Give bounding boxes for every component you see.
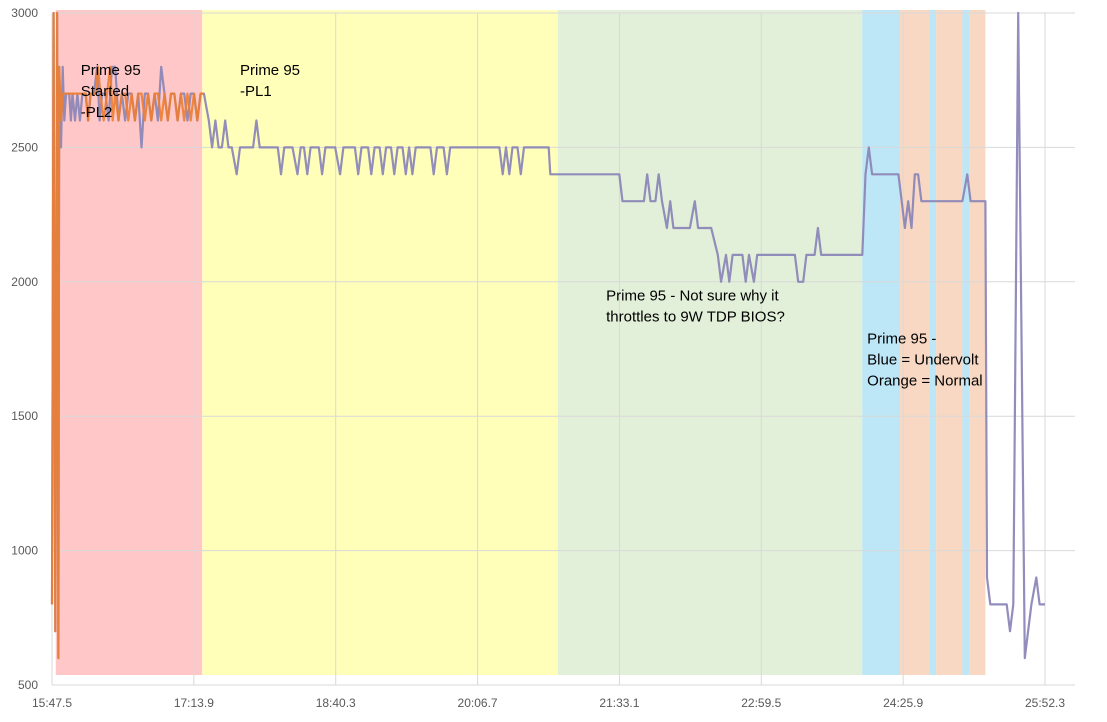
annotation-line: Prime 95 - (867, 331, 936, 348)
shaded-region-9 (969, 10, 986, 675)
series-lines (50, 11, 1045, 660)
shaded-region-8 (962, 10, 970, 675)
annotation-4: Prime 95 - Blue = Undervolt Orange = Norma… (867, 331, 982, 390)
annotation-line: Prime 95 (240, 62, 300, 79)
x-tick-label: 25:52.3 (1025, 696, 1065, 710)
y-tick-label: 2000 (11, 275, 38, 289)
x-tick-label: 18:40.3 (316, 696, 356, 710)
x-tick-label: 21:33.1 (599, 696, 639, 710)
y-axis-tick-labels: 500 1000 1500 2000 2500 3000 (11, 6, 38, 692)
shaded-region-2 (202, 10, 558, 675)
annotation-line: -PL2 (81, 104, 113, 121)
y-tick-label: 3000 (11, 6, 38, 20)
y-tick-label: 1500 (11, 409, 38, 423)
annotation-1: Prime 95 Started -PL2 (81, 62, 141, 121)
annotation-3: Prime 95 - Not sure why it throttles to 9… (606, 288, 785, 326)
annotation-line: Blue = Undervolt (867, 352, 979, 369)
x-tick-label: 22:59.5 (741, 696, 781, 710)
shaded-region-3 (557, 10, 863, 675)
series-line-2 (50, 11, 204, 660)
annotation-line: Prime 95 - Not sure why it (606, 288, 779, 305)
y-tick-label: 2500 (11, 140, 38, 154)
shaded-regions (55, 10, 986, 675)
annotation-line: throttles to 9W TDP BIOS? (606, 309, 785, 326)
annotation-line: Started (81, 83, 129, 100)
x-tick-label: 17:13.9 (174, 696, 214, 710)
y-tick-label: 500 (18, 678, 38, 692)
x-tick-label: 20:06.7 (458, 696, 498, 710)
shaded-region-7 (936, 10, 963, 675)
x-tick-label: 24:25.9 (883, 696, 923, 710)
annotation-line: Orange = Normal (867, 373, 982, 390)
x-tick-label: 15:47.5 (32, 696, 72, 710)
shaded-region-5 (900, 10, 930, 675)
shaded-region-4 (862, 10, 901, 675)
annotation-line: -PL1 (240, 83, 272, 100)
annotation-2: Prime 95 -PL1 (240, 62, 300, 100)
annotation-line: Prime 95 (81, 62, 141, 79)
x-axis-tick-labels: 15:47.5 17:13.9 18:40.3 20:06.7 21:33.1 22:59… (32, 696, 1065, 710)
y-tick-label: 1000 (11, 544, 38, 558)
shaded-region-6 (929, 10, 937, 675)
